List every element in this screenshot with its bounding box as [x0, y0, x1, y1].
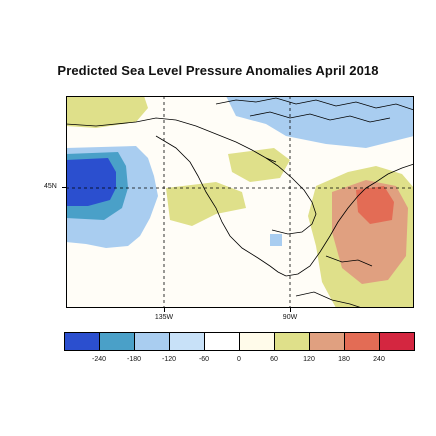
colorbar-swatch: [274, 332, 310, 351]
lon-label-90w: 90W: [282, 314, 298, 321]
colorbar-swatch: [64, 332, 100, 351]
colorbar-label: -240: [91, 356, 107, 363]
colorbar-label: 180: [338, 356, 350, 363]
lon-tick-90w: [290, 308, 291, 312]
lat-tick: [62, 187, 66, 188]
colorbar-swatch: [134, 332, 170, 351]
lon-label-135w: 135W: [154, 314, 174, 321]
colorbar-swatch: [204, 332, 240, 351]
colorbar-label: 0: [237, 356, 241, 363]
colorbar-label: -180: [126, 356, 142, 363]
colorbar-swatch: [99, 332, 135, 351]
anomaly-shading: [66, 96, 414, 308]
colorbar-swatch: [239, 332, 275, 351]
colorbar-label: 240: [373, 356, 385, 363]
colorbar-swatch: [344, 332, 380, 351]
colorbar-label: 120: [303, 356, 315, 363]
map-title: Predicted Sea Level Pressure Anomalies A…: [57, 63, 379, 78]
anomaly-map: [66, 96, 414, 308]
colorbar-label: 60: [270, 356, 278, 363]
gridlines: [66, 96, 414, 308]
colorbar-label: -60: [198, 356, 210, 363]
lon-tick-135w: [164, 308, 165, 312]
colorbar-swatch: [309, 332, 345, 351]
coastlines: [66, 97, 414, 308]
colorbar-swatch: [169, 332, 205, 351]
colorbar-label: -120: [161, 356, 177, 363]
anomaly-field: [66, 96, 414, 308]
colorbar-swatch: [379, 332, 415, 351]
lat-label-45n: 45N: [44, 183, 57, 190]
colorbar: [64, 332, 415, 351]
